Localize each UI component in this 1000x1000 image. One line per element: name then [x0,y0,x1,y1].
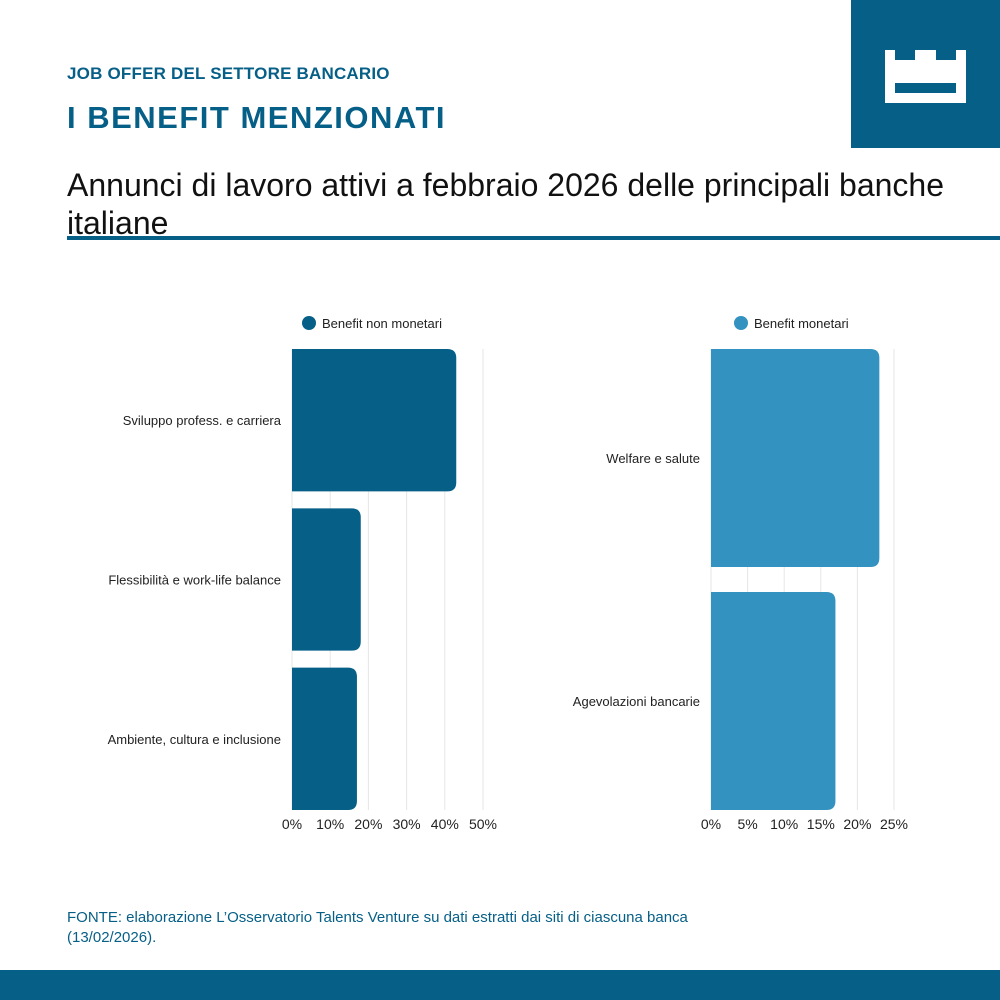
legend-label: Benefit non monetari [322,316,442,331]
subtitle: Annunci di lavoro attivi a febbraio 2026… [67,167,945,241]
source-note: FONTE: elaborazione L’Osservatorio Talen… [67,909,688,946]
legend-swatch [302,316,316,330]
tick-label: 0% [701,816,721,832]
footer-bar [0,970,1000,1000]
crown-w-logo-icon [885,50,966,103]
category-label: Flessibilità e work-life balance [108,573,281,588]
tick-label: 25% [880,816,908,832]
category-label: Ambiente, cultura e inclusione [108,732,281,747]
tick-label: 0% [282,816,302,832]
title-divider [67,236,1000,240]
tick-label: 10% [316,816,344,832]
tick-label: 30% [393,816,421,832]
legend-swatch [734,316,748,330]
category-label: Sviluppo profess. e carriera [123,413,282,428]
tick-label: 15% [807,816,835,832]
tick-label: 20% [843,816,871,832]
tick-label: 20% [354,816,382,832]
page-title: I BENEFIT MENZIONATI [67,100,447,135]
bar [711,349,880,567]
tick-label: 5% [737,816,757,832]
logo [851,0,1000,148]
bar [292,667,357,810]
tick-label: 40% [431,816,459,832]
kicker-title: JOB OFFER DEL SETTORE BANCARIO [67,64,390,83]
tick-label: 50% [469,816,497,832]
category-label: Welfare e salute [606,451,700,466]
tick-label: 10% [770,816,798,832]
category-label: Agevolazioni bancarie [573,694,700,709]
legend-label: Benefit monetari [754,316,849,331]
bar [292,508,361,651]
bar [711,592,836,810]
bar [292,349,457,492]
